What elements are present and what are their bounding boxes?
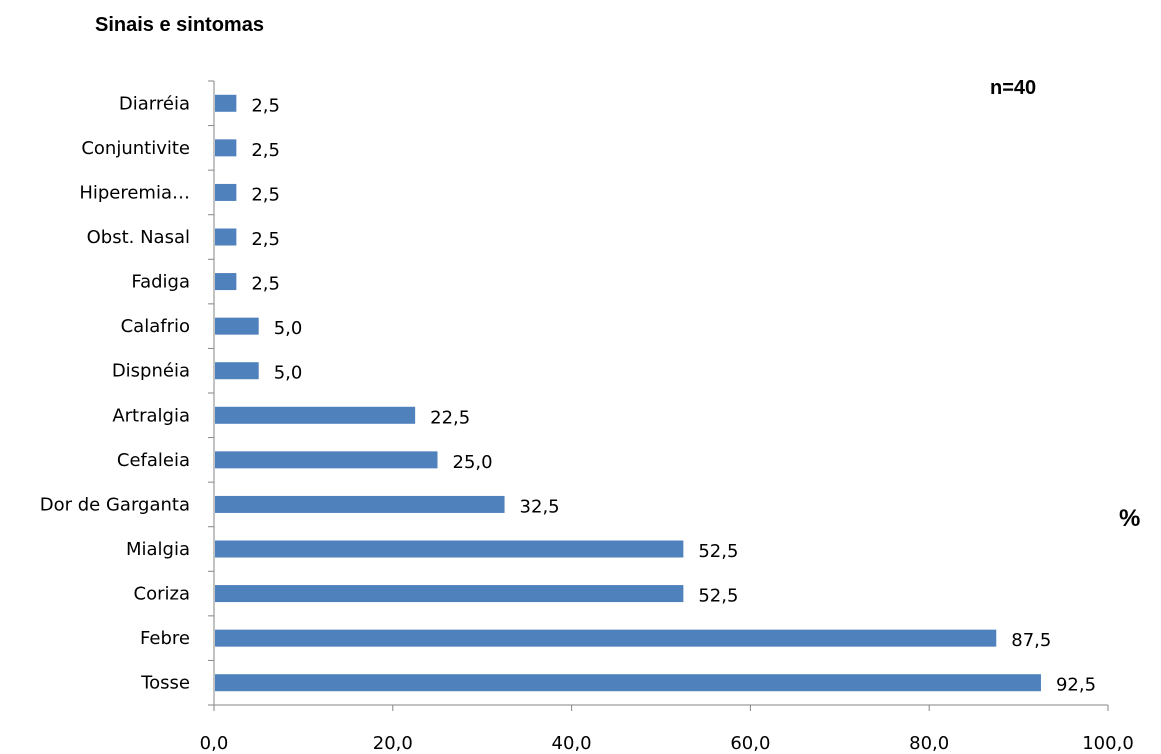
data-label: 2,5	[251, 95, 280, 116]
category-label: Hiperemia…	[79, 182, 190, 203]
bar	[215, 585, 684, 603]
bar	[215, 674, 1041, 692]
bar	[215, 139, 237, 157]
x-tick-label: 40,0	[552, 733, 592, 754]
x-axis-label: %	[1119, 505, 1141, 532]
bar	[215, 94, 237, 112]
data-label: 52,5	[698, 541, 738, 562]
category-label: Febre	[140, 628, 190, 649]
bar	[215, 629, 997, 647]
data-label: 2,5	[251, 140, 280, 161]
data-label: 87,5	[1011, 630, 1051, 651]
x-tick-label: 100,0	[1082, 733, 1134, 754]
bar	[215, 540, 684, 558]
x-tick-label: 0,0	[200, 733, 229, 754]
category-label: Obst. Nasal	[87, 227, 190, 248]
bar	[215, 183, 237, 201]
category-label: Conjuntivite	[81, 138, 190, 159]
data-label: 92,5	[1056, 675, 1096, 696]
x-tick-label: 60,0	[730, 733, 770, 754]
bars	[215, 94, 1041, 692]
x-tick-label: 80,0	[909, 733, 949, 754]
category-label: Dor de Garganta	[40, 494, 190, 515]
bar	[215, 406, 416, 424]
bar	[215, 495, 505, 513]
data-label: 25,0	[453, 452, 493, 473]
bar	[215, 228, 237, 246]
category-label: Cefaleia	[117, 450, 190, 471]
category-label: Dispnéia	[112, 361, 190, 382]
bar	[215, 317, 259, 335]
labels: 0,0 20,0 40,0 60,0 80,0 100,0 Tosse 92,5 Febre 87…	[40, 93, 1134, 754]
chart-title: Sinais e sintomas	[95, 14, 264, 36]
category-label: Artralgia	[112, 405, 190, 426]
data-label: 22,5	[430, 407, 470, 428]
category-label: Fadiga	[131, 272, 190, 293]
category-label: Diarréia	[119, 93, 190, 114]
x-tick-label: 20,0	[373, 733, 413, 754]
category-label: Tosse	[140, 673, 190, 694]
data-label: 2,5	[251, 184, 280, 205]
category-label: Coriza	[134, 584, 190, 605]
data-label: 2,5	[251, 274, 280, 295]
axes	[208, 80, 1109, 711]
data-label: 52,5	[698, 586, 738, 607]
data-label: 32,5	[520, 496, 560, 517]
bar	[215, 451, 438, 469]
category-label: Calafrio	[121, 316, 190, 337]
sample-size-annotation: n=40	[990, 77, 1037, 99]
bar	[215, 362, 259, 380]
category-label: Mialgia	[126, 539, 190, 560]
bar	[215, 273, 237, 291]
data-label: 2,5	[251, 229, 280, 250]
data-label: 5,0	[274, 363, 303, 384]
data-label: 5,0	[274, 318, 303, 339]
